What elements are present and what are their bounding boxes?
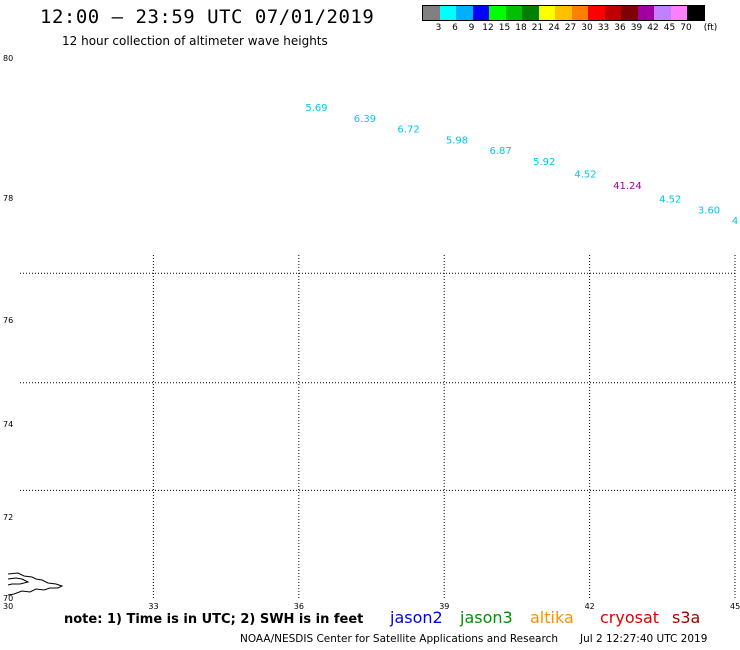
- scale-label: (ft): [703, 23, 718, 33]
- color-scale-labels: 3 6 9 12 15 18 21 24 27 30 33 36 39 42 45 70 (ft): [422, 23, 718, 35]
- map-subtitle: 12 hour collection of altimeter wave hei…: [62, 34, 328, 48]
- scale-label: 6: [452, 23, 458, 33]
- scale-color-box: [505, 6, 522, 20]
- wave-height-label: 41.24: [613, 181, 642, 192]
- scale-color-box: [522, 6, 539, 20]
- scale-label: 27: [564, 23, 577, 33]
- scale-label: 21: [531, 23, 544, 33]
- latitude-tick-label: 70: [3, 594, 13, 603]
- scale-label: 45: [663, 23, 676, 33]
- wave-height-label: 3.60: [698, 205, 720, 216]
- scale-color-box: [588, 6, 605, 20]
- scale-color-box: [654, 6, 671, 20]
- scale-label: 70: [680, 23, 692, 33]
- wave-height-label: 5.69: [305, 103, 327, 114]
- wave-height-color-scale: 3 6 9 12 15 18 21 24 27 30 33 36 39 42 45 70 (ft): [422, 5, 718, 35]
- wave-height-points: 5.69 6.39 6.72 5.98 6.87 5.92 4.52 41.24 4.52 3.6…: [305, 103, 738, 227]
- scale-color-box: [637, 6, 654, 20]
- scale-label: 36: [614, 23, 626, 33]
- generation-timestamp: Jul 2 12:27:40 UTC 2019: [580, 633, 708, 645]
- wave-height-label: 6.87: [490, 146, 512, 157]
- latitude-tick-label: 72: [3, 513, 13, 522]
- longitude-tick-label: 33: [148, 602, 158, 611]
- scale-label: 24: [548, 23, 560, 33]
- scale-color-box: [687, 6, 704, 20]
- longitude-tick-label: 30: [3, 602, 13, 611]
- coastline-shape: [7, 572, 64, 596]
- scale-color-box: [538, 6, 555, 20]
- latitude-tick-label: 74: [3, 420, 13, 429]
- scale-label: 42: [647, 23, 659, 33]
- footer-note: note: 1) Time is in UTC; 2) SWH is in fe…: [64, 612, 364, 627]
- scale-label: 12: [482, 23, 494, 33]
- scale-color-box: [489, 6, 506, 20]
- satellite-legend-jason2: jason2: [390, 608, 443, 627]
- scale-color-box: [472, 6, 489, 20]
- satellite-legend-jason3: jason3: [460, 608, 513, 627]
- wave-height-label: 4.52: [659, 195, 681, 206]
- scale-color-box: [423, 6, 440, 20]
- scale-label: 30: [581, 23, 593, 33]
- scale-label: 18: [515, 23, 527, 33]
- satellite-legend-cryosat: cryosat: [600, 608, 660, 627]
- latitude-tick-label: 80: [3, 54, 13, 63]
- scale-color-box: [670, 6, 687, 20]
- scale-color-box: [439, 6, 456, 20]
- satellite-legend-s3a: s3a: [672, 608, 701, 627]
- scale-label: 39: [630, 23, 643, 33]
- scale-color-box: [604, 6, 621, 20]
- credit-text: NOAA/NESDIS Center for Satellite Applica…: [240, 633, 558, 645]
- scale-color-box: [571, 6, 588, 20]
- wave-height-label: 5.92: [533, 157, 555, 168]
- satellite-legend-altika: altika: [530, 608, 574, 627]
- map-grid: [20, 255, 736, 598]
- longitude-tick-label: 45: [730, 602, 740, 611]
- scale-color-box: [621, 6, 638, 20]
- color-scale-boxes: [422, 5, 705, 21]
- latitude-tick-label: 78: [3, 194, 13, 203]
- scale-label: 33: [597, 23, 610, 33]
- longitude-tick-label: 39: [439, 602, 449, 611]
- wave-height-label: 5.98: [446, 135, 468, 146]
- scale-label: 3: [435, 23, 442, 33]
- scale-color-box: [456, 6, 473, 20]
- coastline: [7, 572, 64, 596]
- wave-height-label: 6.72: [397, 125, 419, 136]
- scale-label: 9: [468, 23, 475, 33]
- map-title: 12:00 — 23:59 UTC 07/01/2019: [40, 6, 375, 28]
- longitude-tick-label: 36: [294, 602, 304, 611]
- longitude-tick-label: 42: [585, 602, 595, 611]
- scale-label: 15: [498, 23, 511, 33]
- wave-height-label: 4.52: [574, 169, 596, 180]
- latitude-tick-label: 76: [3, 316, 13, 325]
- scale-color-box: [555, 6, 572, 20]
- wave-height-label: 4: [732, 216, 738, 227]
- wave-height-label: 6.39: [354, 114, 376, 125]
